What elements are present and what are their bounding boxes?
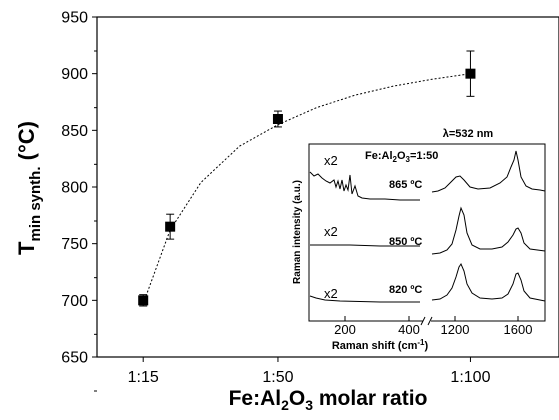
axis-break-gap: [423, 316, 431, 324]
data-point: [138, 295, 149, 306]
y-axis-ticks: 650 700 750 800 850 900 950: [61, 10, 97, 392]
spectrum-865-low: [309, 171, 420, 201]
y-tick-label: 900: [61, 66, 88, 83]
multiplier-label: x2: [324, 286, 338, 301]
x-axis-ticks: 1:15 1:50 1:100: [128, 357, 491, 386]
data-points: [138, 50, 476, 307]
spectrum-850-high: [431, 206, 546, 255]
x-tick-label: 1:100: [450, 369, 490, 386]
y-tick-label: 650: [61, 350, 88, 367]
x-tick-label: 1:15: [128, 369, 159, 386]
spectrum-820-high: [431, 262, 546, 302]
y-axis-title: Tmin synth. (°C): [14, 121, 44, 255]
data-point: [165, 221, 176, 232]
fit-curve: [142, 73, 471, 304]
main-plot: 650 700 750 800 850 900 950 1:15 1:50 1:100 Fe:A…: [14, 10, 559, 413]
inset-tick-label: 400: [398, 322, 420, 337]
inset-ylabel: Raman intensity (a.u.): [292, 180, 303, 284]
y-tick-label: 800: [61, 180, 88, 197]
inset-tick-label: 200: [334, 322, 356, 337]
axis-break-mark: [427, 316, 433, 326]
series-temp-label: 820 ºC: [389, 284, 422, 296]
series-temp-label: 865 ºC: [389, 179, 422, 191]
x-tick-label: 1:50: [262, 369, 293, 386]
series-temp-label: 850 ºC: [389, 236, 422, 248]
inset-ratio-label: Fe:Al2O3=1:50: [365, 150, 438, 164]
y-tick-label: 950: [61, 10, 88, 27]
inset-tick-label: 1200: [441, 322, 470, 337]
data-point: [465, 68, 476, 79]
spectrum-850-low: [310, 244, 420, 247]
raman-inset: λ=532 nm Fe:Al2O3=1:50 Raman intensity (…: [292, 128, 546, 352]
x-axis-title: Fe:Al2O3 molar ratio: [229, 387, 428, 413]
spectrum-820-low: [309, 295, 420, 303]
inset-tick-label: 1600: [504, 322, 533, 337]
inset-wavelength-label: λ=532 nm: [443, 128, 494, 140]
y-tick-label: 850: [61, 123, 88, 140]
inset-frame: [308, 143, 546, 322]
y-tick-label: 750: [61, 236, 88, 253]
multiplier-label: x2: [324, 224, 338, 239]
multiplier-label: x2: [324, 153, 338, 168]
data-point: [272, 114, 283, 124]
inset-xlabel: Raman shift (cm-1): [332, 338, 429, 352]
spectrum-865-high: [431, 150, 546, 193]
y-tick-label: 700: [61, 293, 88, 310]
axis-break-mark: [420, 316, 426, 326]
